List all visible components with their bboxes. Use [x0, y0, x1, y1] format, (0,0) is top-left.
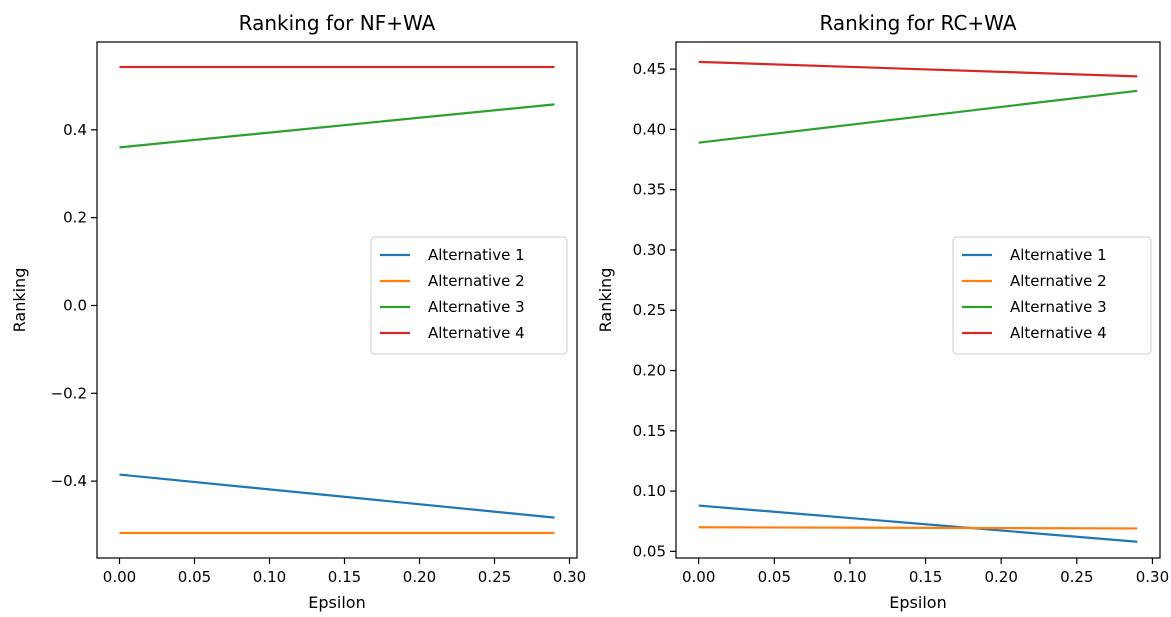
y-tick-label: 0.40 [633, 120, 666, 138]
x-tick-label: 0.10 [833, 568, 866, 586]
x-tick-label: 0.00 [682, 568, 715, 586]
y-tick-label: 0.35 [633, 181, 666, 199]
x-tick-label: 0.10 [253, 568, 286, 586]
chart-panel-rc-wa: Ranking for RC+WA 0.00 0.05 0.10 0.15 0.20 0.2… [596, 11, 1169, 612]
chart-title: Ranking for NF+WA [239, 11, 436, 35]
plot-frame [675, 41, 1161, 559]
series-line-alternative-3 [119, 103, 555, 149]
legend-label: Alternative 3 [428, 298, 525, 316]
y-tick-label: 0.45 [633, 60, 666, 78]
legend-label: Alternative 4 [1010, 324, 1107, 342]
legend-label: Alternative 4 [428, 324, 525, 342]
series-line-alternative-1 [119, 473, 555, 519]
x-tick-label: 0.00 [103, 568, 136, 586]
y-tick-label: 0.2 [63, 209, 87, 227]
y-tick-label: −0.4 [51, 472, 87, 490]
x-tick-label: 0.05 [178, 568, 211, 586]
x-tick-label: 0.25 [478, 568, 511, 586]
x-axis-label: Epsilon [308, 593, 365, 612]
y-tick-label: 0.30 [633, 241, 666, 259]
chart-panel-nf-wa: Ranking for NF+WA 0.00 0.05 0.10 0.15 0.20 0.2… [10, 11, 586, 612]
x-tick-label: 0.20 [984, 568, 1017, 586]
y-axis-label: Ranking [596, 268, 615, 333]
chart-title: Ranking for RC+WA [819, 11, 1016, 35]
x-tick-label: 0.20 [403, 568, 436, 586]
legend: Alternative 1 Alternative 2 Alternative 3 A… [370, 236, 568, 355]
series-line-alternative-1 [698, 504, 1138, 543]
y-tick-label: 0.05 [633, 542, 666, 560]
legend-label: Alternative 3 [1010, 298, 1107, 316]
x-tick-label: 0.30 [1136, 568, 1169, 586]
plot-frame [96, 41, 578, 559]
legend: Alternative 1 Alternative 2 Alternative 3 A… [952, 236, 1152, 355]
y-tick-label: 0.10 [633, 482, 666, 500]
x-tick-label: 0.05 [758, 568, 791, 586]
y-tick-label: 0.0 [63, 296, 87, 314]
x-tick-label: 0.25 [1060, 568, 1093, 586]
y-tick-label: 0.20 [633, 362, 666, 380]
x-tick-label: 0.30 [553, 568, 586, 586]
legend-box [952, 236, 1152, 355]
legend-label: Alternative 1 [428, 246, 525, 264]
series-line-alternative-2 [698, 526, 1138, 530]
legend-label: Alternative 2 [1010, 272, 1107, 290]
legend-box [370, 236, 568, 355]
x-axis-label: Epsilon [889, 593, 946, 612]
x-tick-label: 0.15 [328, 568, 361, 586]
x-tick-label: 0.15 [909, 568, 942, 586]
series-line-alternative-3 [698, 89, 1138, 144]
series-line-alternative-4 [698, 60, 1138, 78]
y-tick-label: 0.25 [633, 301, 666, 319]
y-axis-label: Ranking [10, 268, 29, 333]
y-tick-label: 0.4 [63, 121, 87, 139]
legend-label: Alternative 2 [428, 272, 525, 290]
y-tick-label: 0.15 [633, 422, 666, 440]
legend-label: Alternative 1 [1010, 246, 1107, 264]
y-tick-label: −0.2 [51, 384, 87, 402]
